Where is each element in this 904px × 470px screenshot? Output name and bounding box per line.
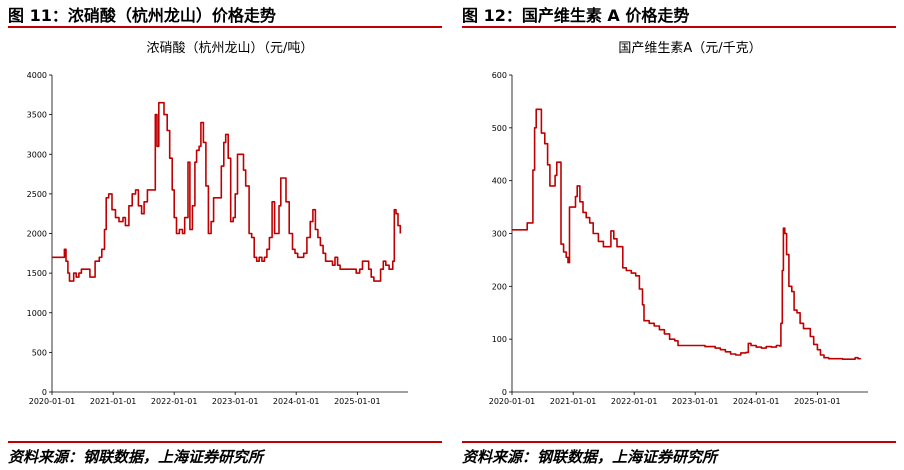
y-tick-label: 0 (42, 388, 47, 397)
x-tick-label: 2023-01-01 (672, 397, 719, 406)
source-note: 资料来源：钢联数据，上海证券研究所 (462, 448, 718, 466)
y-tick-label: 2000 (27, 230, 47, 239)
y-tick-label: 400 (492, 177, 507, 186)
x-tick-label: 2020-01-01 (489, 397, 536, 406)
y-tick-label: 2500 (27, 190, 47, 199)
title-divider (462, 26, 896, 28)
chart-title: 国产维生素A（元/千克） (618, 41, 761, 56)
nitric-acid-price-chart: 浓硝酸（杭州龙山）（元/吨） 0 500 1000 1500 2000 2500 3000 35… (27, 41, 408, 406)
source-divider (462, 441, 896, 443)
figure-panel-left: 图 11：浓硝酸（杭州龙山）价格走势 浓硝酸（杭州龙山）（元/吨） 0 500 100… (8, 0, 448, 470)
x-tick-label: 2025-01-01 (334, 397, 381, 406)
y-tick-label: 500 (492, 124, 507, 133)
y-tick-label: 600 (492, 71, 507, 80)
x-tick-label: 2021-01-01 (550, 397, 597, 406)
y-tick-label: 3000 (27, 150, 47, 159)
vitamin-a-price-chart: 国产维生素A（元/千克） 0 100 200 300 400 500 600 2020-01-0… (489, 41, 868, 406)
figure-title: 图 12：国产维生素 A 价格走势 (462, 6, 690, 25)
source-note: 资料来源：钢联数据，上海证券研究所 (8, 448, 264, 466)
y-tick-label: 3500 (27, 111, 47, 120)
source-divider (8, 441, 442, 443)
y-tick-label: 1000 (27, 309, 47, 318)
series-line (512, 108, 862, 361)
x-tick-label: 2025-01-01 (794, 397, 841, 406)
y-tick-label: 0 (502, 388, 507, 397)
y-tick-label: 500 (32, 348, 47, 357)
y-tick-label: 200 (492, 282, 507, 291)
y-tick-label: 100 (492, 335, 507, 344)
x-tick-label: 2024-01-01 (733, 397, 780, 406)
x-tick-label: 2022-01-01 (611, 397, 658, 406)
y-tick-label: 4000 (27, 71, 47, 80)
chart-title: 浓硝酸（杭州龙山）（元/吨） (147, 41, 314, 56)
series-line (52, 101, 402, 282)
x-tick-label: 2022-01-01 (151, 397, 198, 406)
x-tick-label: 2020-01-01 (29, 397, 76, 406)
x-tick-label: 2023-01-01 (212, 397, 259, 406)
y-tick-label: 300 (492, 230, 507, 239)
figure-title: 图 11：浓硝酸（杭州龙山）价格走势 (8, 6, 276, 25)
title-divider (8, 26, 442, 28)
figure-panel-right: 图 12：国产维生素 A 价格走势 国产维生素A（元/千克） 0 100 200 300… (462, 0, 902, 470)
x-tick-label: 2021-01-01 (90, 397, 137, 406)
x-tick-label: 2024-01-01 (273, 397, 320, 406)
y-tick-label: 1500 (27, 269, 47, 278)
